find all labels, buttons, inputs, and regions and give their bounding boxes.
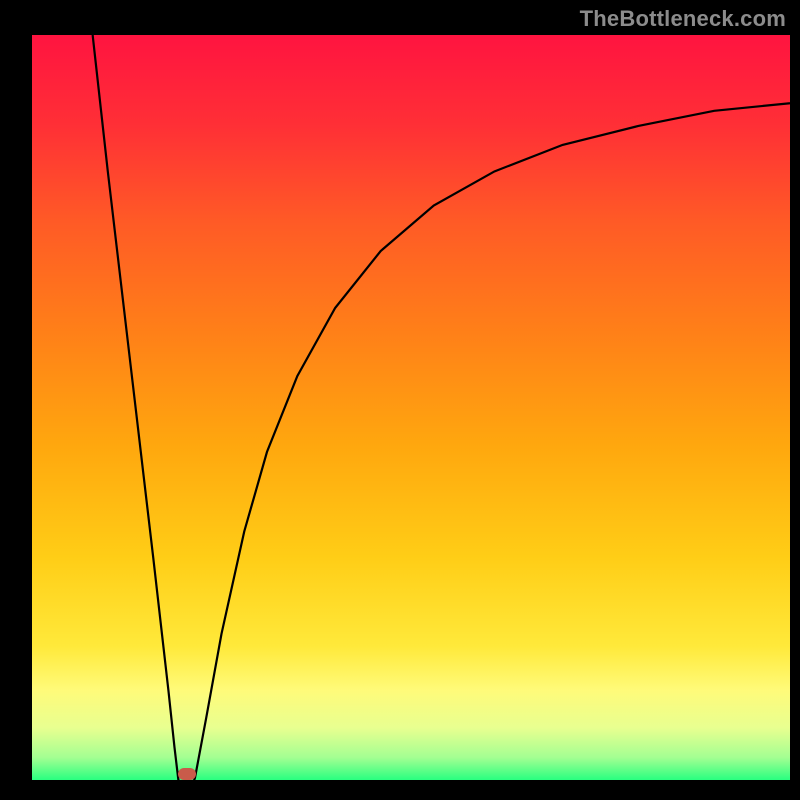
- plot-area: [32, 35, 790, 780]
- bottleneck-curve: [32, 35, 790, 793]
- watermark-text: TheBottleneck.com: [580, 6, 786, 32]
- optimum-marker-dot: [178, 768, 196, 780]
